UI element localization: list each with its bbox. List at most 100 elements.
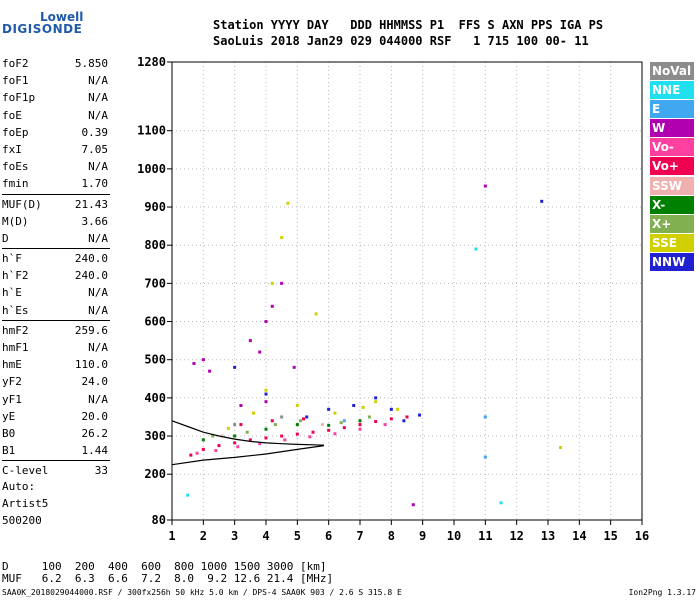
y-tick-label: 1100 [137,124,166,138]
y-tick-label: 80 [152,513,166,527]
y-tick-label: 1000 [137,162,166,176]
data-point [239,423,243,427]
param-value: 240.0 [74,269,108,283]
separator-line [2,460,110,462]
param-value: 240.0 [74,252,108,266]
parameter-table: foF2 5.850 foF1 N/A foF1p N/A foE N/A foEp 0.39 fx… [2,55,110,480]
data-point [236,445,240,449]
data-point [342,419,346,423]
data-point [211,434,215,438]
param-row: fmin 1.70 [2,175,110,192]
data-point [192,362,196,366]
data-point [239,404,243,407]
data-point [233,423,237,427]
auto-label: Auto: [2,480,36,493]
data-point [233,434,237,438]
data-point [295,423,299,427]
data-point [270,304,274,308]
data-point [283,438,287,442]
param-label: fmin [2,177,29,191]
param-row: hmF2 259.6 [2,322,110,339]
param-label: fxI [2,142,22,156]
param-value: 0.39 [81,125,109,139]
legend-item-e: E [650,100,694,119]
param-row: hmF1 N/A [2,339,110,356]
param-label: hmF1 [2,341,29,354]
data-point [305,415,309,419]
data-point [292,365,296,369]
data-point [201,438,205,442]
param-value: N/A [88,341,108,354]
separator-line [2,193,110,195]
param-label: h`E [2,286,22,300]
y-tick-label: 1280 [137,55,166,69]
param-value: 21.43 [74,197,108,211]
param-value: 110.0 [74,358,108,372]
data-point [270,281,274,285]
logo-text-lowell: Lowell [40,10,84,24]
param-label: h`Es [2,303,29,317]
separator-line [2,319,110,321]
param-value: 259.6 [74,323,108,337]
data-point [264,400,268,404]
x-tick-label: 4 [262,529,269,543]
data-point [264,427,268,431]
x-tick-label: 6 [325,529,332,543]
param-value: 3.66 [81,214,109,228]
data-point [248,339,252,343]
data-point [327,423,331,427]
x-tick-label: 2 [200,529,207,543]
param-value: N/A [88,160,108,174]
param-row: M(D) 3.66 [2,213,110,230]
param-label: D [2,231,9,245]
param-label: foF2 [2,57,29,70]
param-label: yF2 [2,375,22,389]
data-point [402,419,406,423]
param-label: M(D) [2,214,29,228]
param-row: h`F 240.0 [2,250,110,267]
param-row: yF1 N/A [2,391,110,408]
data-point [286,201,290,205]
param-label: yF1 [2,392,22,406]
y-tick-label: 700 [144,276,166,290]
x-tick-label: 3 [231,529,238,543]
param-row: h`E N/A [2,284,110,301]
param-row: fxI 7.05 [2,141,110,158]
data-point [389,417,393,421]
data-point [308,435,312,439]
param-label: B0 [2,426,16,440]
data-point [258,442,262,446]
data-point [311,430,315,434]
data-point [258,350,262,354]
data-point [358,419,362,423]
header-line-2: SaoLuis 2018 Jan29 029 044000 RSF 1 715 … [213,34,589,48]
data-point [483,184,487,188]
data-point [280,434,284,438]
data-point [273,423,277,427]
separator-line [2,248,110,250]
data-point [483,455,487,459]
data-point [208,369,212,373]
data-point [233,365,237,369]
data-point [327,428,331,432]
data-point [298,419,302,423]
data-point [195,451,199,455]
data-point [559,445,563,449]
param-row: MUF(D) 21.43 [2,196,110,213]
data-point [245,430,249,434]
data-point [389,407,393,411]
trace-line [171,420,325,446]
param-label: foF1 [2,74,29,88]
param-row: foF2 5.850 [2,55,110,72]
data-point [367,415,371,419]
data-point [251,411,255,415]
data-point [264,436,268,440]
x-tick-label: 14 [572,529,586,543]
param-row: foF1 N/A [2,72,110,89]
param-value: 1.70 [81,177,109,191]
param-row: foEp 0.39 [2,124,110,141]
data-point [320,423,324,427]
x-tick-label: 5 [294,529,301,543]
data-point [226,426,230,430]
